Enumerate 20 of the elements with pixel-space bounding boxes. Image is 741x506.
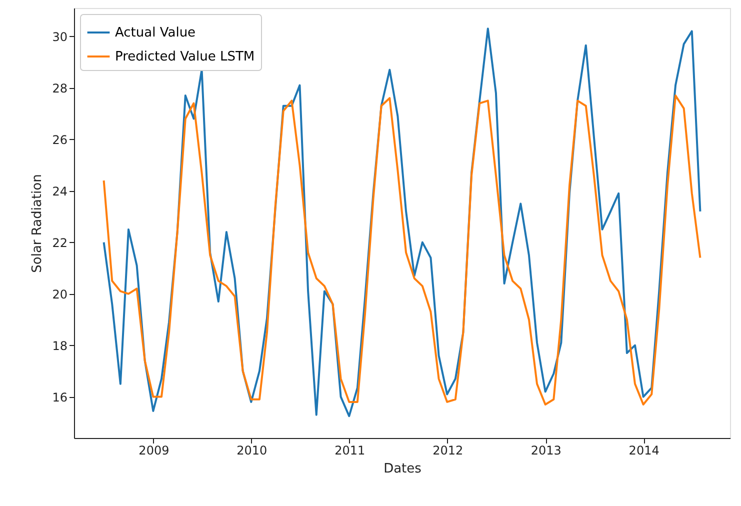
legend-label: Actual Value — [115, 26, 196, 40]
y-tick-label: 28 — [52, 81, 68, 96]
x-axis-title: Dates — [384, 462, 422, 476]
y-tick-label: 20 — [52, 287, 68, 302]
y-tick-label: 16 — [52, 390, 68, 404]
x-tick-label: 2010 — [236, 444, 268, 458]
x-tick-label: 2009 — [138, 444, 170, 458]
y-tick-label: 22 — [52, 236, 68, 250]
legend-label: Predicted Value LSTM — [115, 50, 255, 64]
y-tick-label: 26 — [52, 132, 68, 147]
x-tick-label: 2014 — [628, 444, 660, 458]
line-series — [102, 28, 702, 418]
x-tick-label: 2012 — [432, 444, 464, 458]
line-series — [102, 94, 702, 406]
x-tick-label: 2011 — [334, 444, 366, 458]
y-tick-label: 24 — [52, 184, 68, 198]
x-tick-label: 2013 — [530, 444, 562, 458]
y-tick-label: 30 — [52, 30, 68, 44]
y-tick-label: 18 — [52, 338, 68, 353]
y-axis-title: Solar Radiation — [30, 174, 46, 273]
